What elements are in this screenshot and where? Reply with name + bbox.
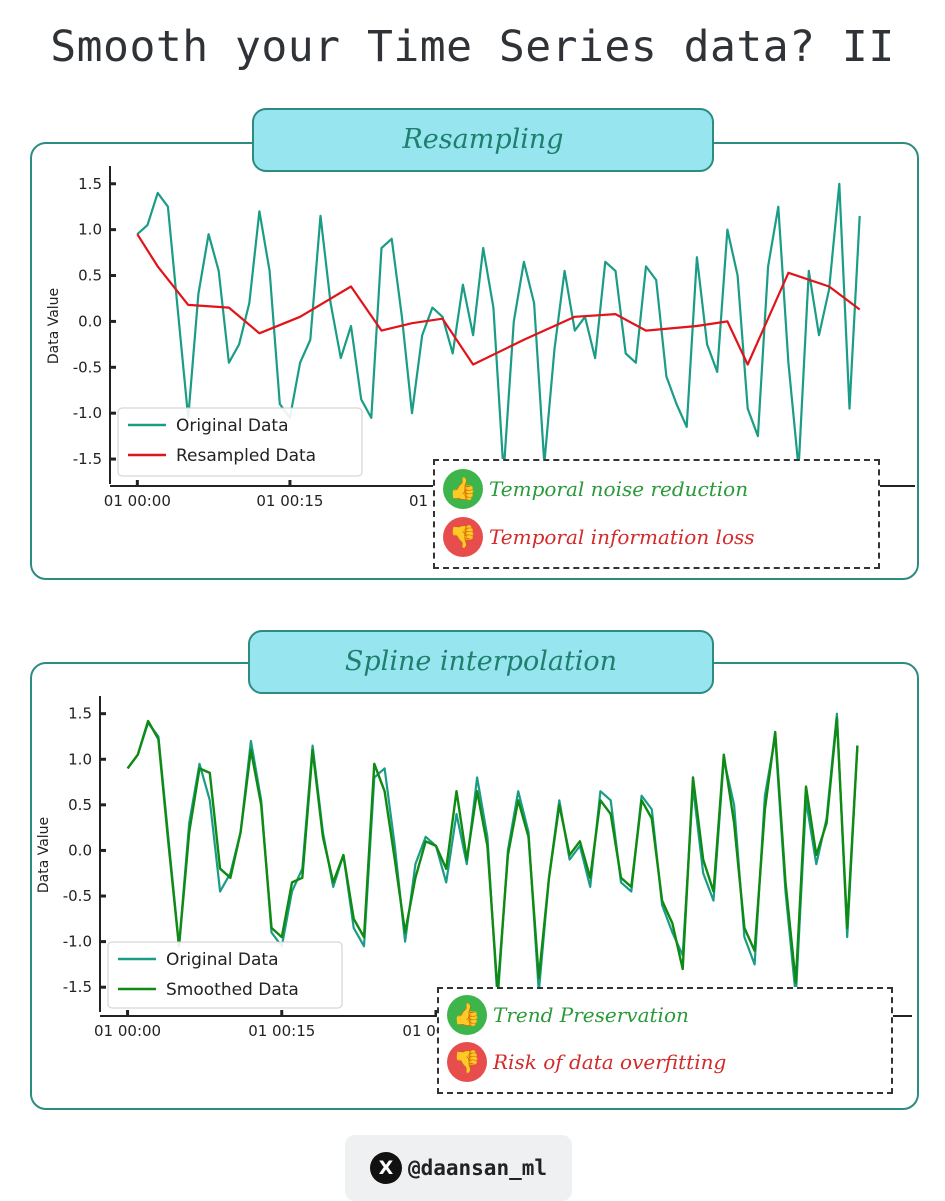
y-tick-label: -1.0 [73,404,102,422]
y-tick-label: 0.5 [68,796,92,814]
y-tick-label: 1.0 [78,221,102,239]
y-tick-label: 1.5 [78,175,102,193]
smoothed-data-line [126,717,859,993]
legend-label: Resampled Data [176,446,316,466]
thumbs-down-icon: 👎 [447,1042,487,1082]
pro-row: 👍 Temporal noise reduction [443,469,748,509]
y-tick-label: 0.0 [68,841,92,859]
legend-label: Original Data [176,416,289,436]
con-text: Temporal information loss [489,525,755,549]
handle-text: @daansan_ml [407,1156,548,1180]
legend-label: Smoothed Data [166,980,299,1000]
resampling-chart: 1.5 1.0 0.5 0.0 -0.5 -1.0 -1.5 Data Value 01 00:… [46,166,915,510]
y-tick-label: 0.5 [78,267,102,285]
x-tick-label: 01 00:15 [256,492,323,510]
x-tick-label: 01 00:15 [248,1022,315,1040]
y-tick-label: 1.0 [68,750,92,768]
legend-box [117,407,363,477]
pro-row: 👍 Trend Preservation [447,995,689,1035]
y-tick-label: -0.5 [73,358,102,376]
spline-chart: 1.5 1.0 0.5 0.0 -0.5 -1.0 -1.5 Data Value 01 00:… [36,696,912,1040]
resampled-data-line [136,233,861,366]
x-tick-label: 01 00:00 [94,1022,161,1040]
y-axis-label: Data Value [46,288,62,364]
thumbs-up-icon: 👍 [443,469,483,509]
legend-box [107,941,343,1009]
original-data-line [136,182,861,474]
con-text: Risk of data overfitting [493,1050,727,1074]
author-handle[interactable]: X @daansan_ml [345,1135,572,1201]
con-row: 👎 Risk of data overfitting [447,1042,726,1082]
spline-pros-cons: 👍 Trend Preservation 👎 Risk of data over… [437,987,893,1094]
page-title: Smooth your Time Series data? II [50,22,895,72]
x-tick-label: 01 00:00 [104,492,171,510]
pro-text: Temporal noise reduction [489,477,749,501]
y-tick-label: -1.0 [63,933,92,951]
legend-label: Original Data [166,950,279,970]
y-tick-label: 1.5 [68,705,92,723]
x-logo-icon: X [369,1152,402,1184]
con-row: 👎 Temporal information loss [443,517,755,557]
y-tick-label: -1.5 [73,450,102,468]
pro-text: Trend Preservation [493,1003,689,1027]
thumbs-down-icon: 👎 [443,517,483,557]
resampling-header: Resampling [252,108,714,172]
y-tick-label: 0.0 [78,312,102,330]
y-tick-label: -0.5 [63,887,92,905]
resampling-pros-cons: 👍 Temporal noise reduction 👎 Temporal in… [433,459,880,569]
y-tick-label: -1.5 [63,978,92,996]
spline-header: Spline interpolation [248,630,714,694]
y-axis-label: Data Value [36,817,52,893]
thumbs-up-icon: 👍 [447,995,487,1035]
